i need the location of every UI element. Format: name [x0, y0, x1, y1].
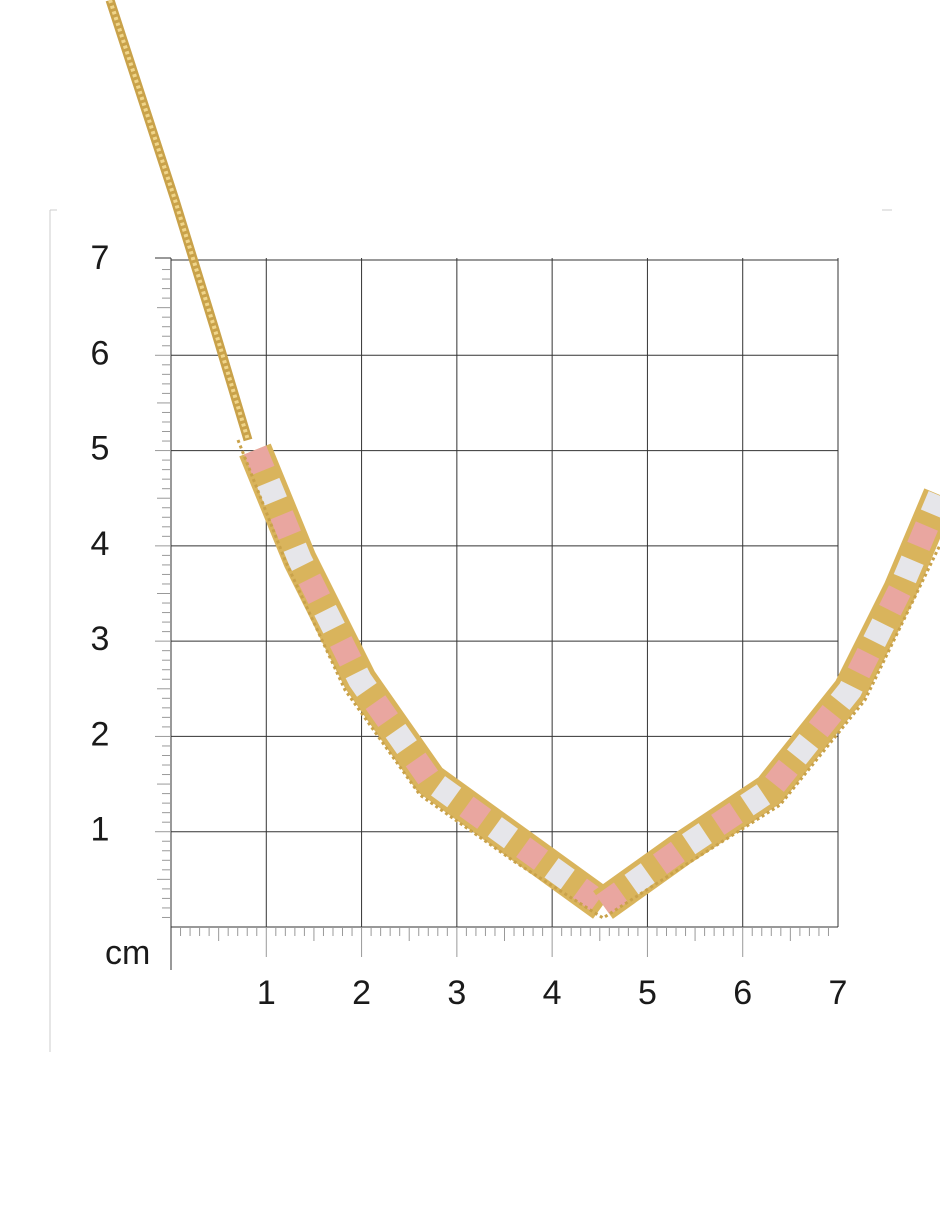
x-label: 1: [257, 974, 276, 1012]
x-label: 6: [733, 974, 752, 1012]
chain-detail: [108, 0, 250, 441]
y-label: 3: [91, 620, 110, 658]
bead-edge: [236, 439, 940, 920]
y-label: 5: [91, 430, 110, 468]
unit-label: cm: [105, 934, 150, 972]
y-label: 7: [91, 239, 110, 277]
y-label: 4: [91, 525, 110, 563]
x-label: 3: [447, 974, 466, 1012]
band-white: [596, 490, 940, 915]
grid: [155, 257, 839, 970]
necklace: [105, 0, 940, 920]
band-pink: [596, 490, 940, 915]
x-label: 2: [352, 974, 371, 1012]
y-label: 2: [91, 715, 110, 753]
y-label: 1: [91, 811, 110, 849]
x-label: 4: [543, 974, 562, 1012]
band-pink: [243, 445, 611, 915]
y-label: 6: [91, 334, 110, 372]
x-label: 7: [829, 974, 848, 1012]
band-white: [243, 445, 611, 915]
x-label: 5: [638, 974, 657, 1012]
band-left: [239, 443, 613, 919]
band-right: [593, 488, 940, 919]
